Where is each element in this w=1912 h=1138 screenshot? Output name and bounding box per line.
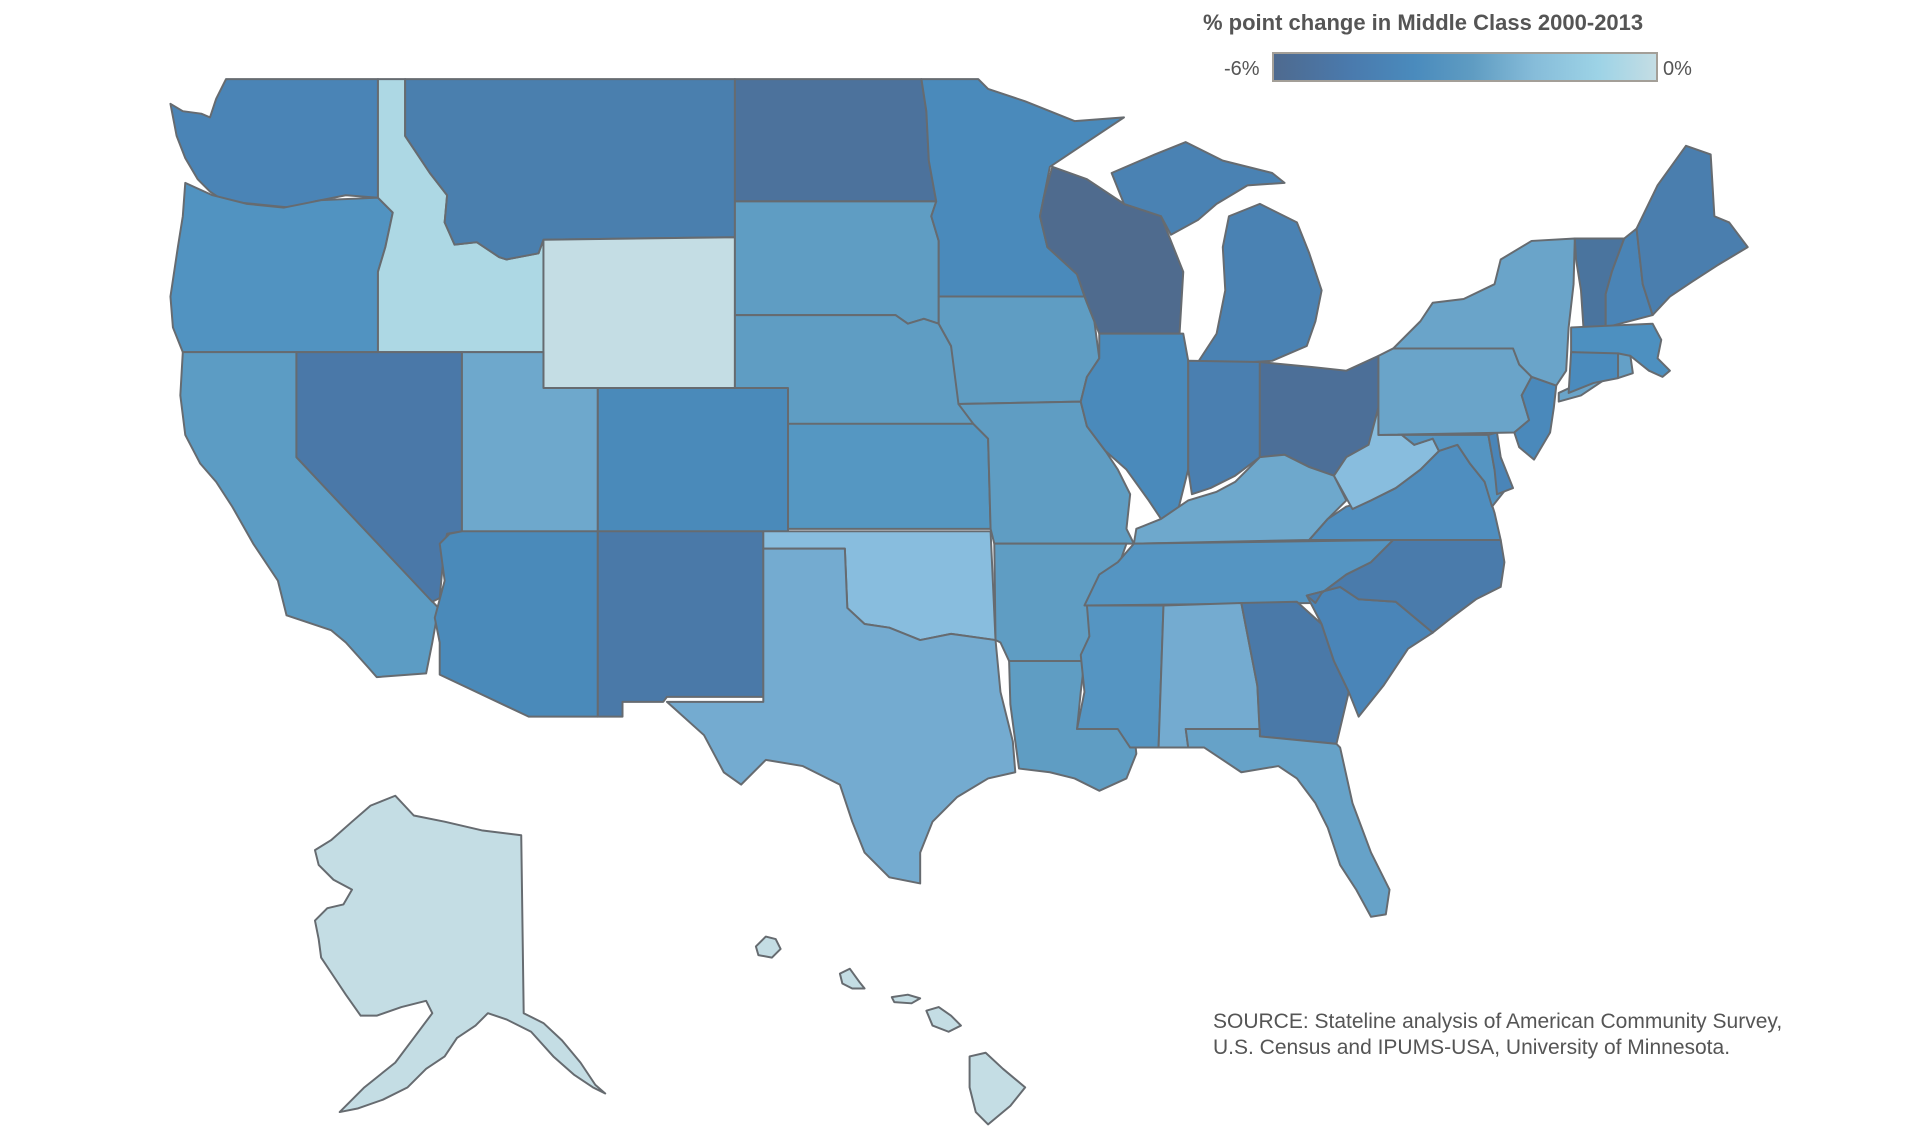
legend-scale: -6% 0% bbox=[1203, 52, 1723, 86]
color-legend: % point change in Middle Class 2000-2013… bbox=[1203, 10, 1692, 82]
state-ak[interactable] bbox=[313, 794, 607, 1114]
state-nm[interactable] bbox=[596, 530, 765, 718]
legend-title: % point change in Middle Class 2000-2013 bbox=[1203, 10, 1644, 35]
state-ms[interactable] bbox=[1076, 604, 1165, 749]
state-hi-maui[interactable] bbox=[925, 1006, 962, 1033]
state-mi[interactable] bbox=[1110, 141, 1323, 367]
state-nc[interactable] bbox=[1305, 538, 1506, 634]
state-ks[interactable] bbox=[787, 422, 992, 530]
state-nj[interactable] bbox=[1513, 375, 1558, 461]
state-hi-big-island[interactable] bbox=[968, 1051, 1027, 1126]
legend-min-label: -6% bbox=[1224, 58, 1260, 80]
state-nd[interactable] bbox=[733, 78, 938, 203]
source-line-2: U.S. Census and IPUMS-USA, University of… bbox=[1213, 1036, 1731, 1059]
state-hi-oahu[interactable] bbox=[838, 967, 866, 990]
state-co[interactable] bbox=[596, 386, 790, 533]
legend-gradient-bar bbox=[1272, 52, 1658, 82]
state-az[interactable] bbox=[433, 530, 599, 718]
state-sd[interactable] bbox=[733, 200, 940, 325]
state-ia[interactable] bbox=[937, 295, 1101, 406]
state-wa[interactable] bbox=[169, 78, 379, 209]
legend-max-label: 0% bbox=[1663, 58, 1692, 80]
source-note: SOURCE: Stateline analysis of American C… bbox=[1213, 1009, 1782, 1061]
state-pa[interactable] bbox=[1377, 347, 1533, 436]
state-hi-molokai[interactable] bbox=[890, 993, 922, 1005]
state-ri[interactable] bbox=[1617, 352, 1634, 380]
state-ct[interactable] bbox=[1567, 351, 1620, 394]
state-hi-kauai[interactable] bbox=[754, 935, 782, 959]
source-line-1: SOURCE: Stateline analysis of American C… bbox=[1213, 1010, 1783, 1033]
state-wy[interactable] bbox=[542, 236, 736, 389]
state-or[interactable] bbox=[169, 181, 394, 354]
state-fl[interactable] bbox=[1184, 728, 1391, 918]
state-tx[interactable] bbox=[665, 547, 1017, 885]
state-me[interactable] bbox=[1635, 144, 1749, 317]
state-mt[interactable] bbox=[404, 78, 736, 261]
state-la[interactable] bbox=[1008, 660, 1138, 792]
